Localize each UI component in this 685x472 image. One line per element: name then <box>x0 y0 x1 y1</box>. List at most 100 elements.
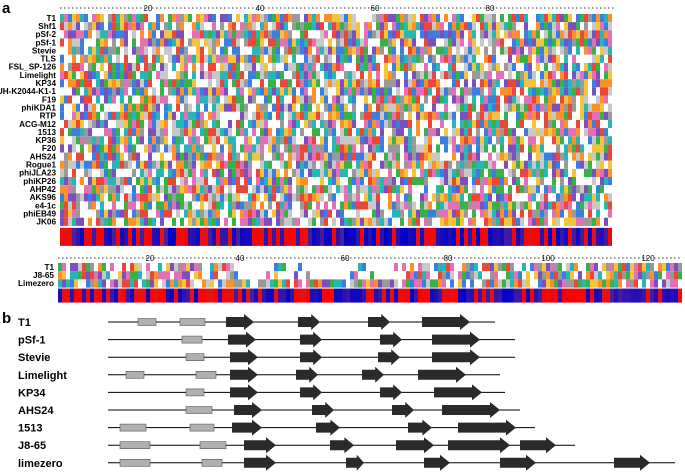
residue-cell <box>340 177 344 186</box>
residue-cell <box>208 193 212 202</box>
residue-cell <box>580 38 584 47</box>
residue-cell <box>472 144 476 153</box>
residue-cell <box>428 136 432 145</box>
residue-cell <box>222 271 226 280</box>
residue-cell <box>580 209 584 218</box>
residue-cell <box>444 144 448 153</box>
conservation-cell <box>126 288 130 303</box>
residue-cell <box>76 193 80 202</box>
residue-cell <box>156 103 160 112</box>
residue-cell <box>608 22 612 31</box>
conservation-cell <box>420 227 424 246</box>
residue-cell <box>520 30 524 39</box>
residue-cell <box>596 128 600 137</box>
residue-cell <box>316 62 320 72</box>
residue-cell <box>216 136 220 145</box>
residue-cell <box>498 279 502 288</box>
residue-cell <box>472 71 476 80</box>
residue-cell <box>352 71 356 80</box>
residue-cell <box>396 14 400 23</box>
residue-cell <box>136 193 140 202</box>
residue-cell <box>372 14 376 23</box>
conservation-cell <box>90 288 94 303</box>
residue-cell <box>528 136 532 145</box>
residue-cell <box>164 185 168 194</box>
sequence-name: Stevie <box>32 46 57 55</box>
conservation-cell <box>278 288 282 303</box>
residue-cell <box>284 201 288 210</box>
residue-cell <box>432 103 436 112</box>
residue-cell <box>248 119 252 129</box>
genome-name: J8-65 <box>18 440 46 452</box>
residue-cell <box>436 71 440 80</box>
residue-cell <box>572 177 576 186</box>
residue-cell <box>600 46 604 55</box>
residue-cell <box>268 177 272 186</box>
residue-cell <box>476 201 480 210</box>
residue-cell <box>480 177 484 186</box>
residue-cell <box>188 144 192 153</box>
residue-cell <box>380 209 384 218</box>
conservation-cell <box>128 227 132 246</box>
residue-cell <box>200 46 204 55</box>
residue-cell <box>354 279 358 288</box>
residue-cell <box>324 79 328 88</box>
residue-cell <box>304 87 308 96</box>
residue-cell <box>502 271 506 280</box>
residue-cell <box>212 201 216 210</box>
residue-cell <box>124 71 128 80</box>
residue-cell <box>506 279 510 288</box>
residue-cell <box>280 201 284 210</box>
residue-cell <box>140 193 144 202</box>
residue-cell <box>124 30 128 39</box>
residue-cell <box>92 22 96 31</box>
gene-arrow <box>362 366 384 383</box>
residue-cell <box>320 79 324 88</box>
residue-cell <box>436 217 440 226</box>
residue-cell <box>176 160 180 169</box>
residue-cell <box>84 185 88 194</box>
residue-cell <box>448 168 452 177</box>
residue-cell <box>588 103 592 112</box>
residue-cell <box>416 168 420 177</box>
residue-cell <box>124 201 128 210</box>
residue-cell <box>212 193 216 202</box>
residue-cell <box>112 119 116 129</box>
residue-cell <box>662 271 666 280</box>
residue-cell <box>276 119 280 129</box>
residue-cell <box>444 119 448 129</box>
residue-cell <box>392 79 396 88</box>
residue-cell <box>160 62 164 72</box>
residue-cell <box>152 209 156 218</box>
residue-cell <box>324 185 328 194</box>
conservation-cell <box>342 288 346 303</box>
conservation-cell <box>394 288 398 303</box>
residue-cell <box>376 103 380 112</box>
residue-cell <box>312 46 316 55</box>
residue-cell <box>358 271 362 280</box>
residue-cell <box>516 160 520 169</box>
residue-cell <box>132 46 136 55</box>
residue-cell <box>180 185 184 194</box>
residue-cell <box>232 201 236 210</box>
residue-cell <box>276 136 280 145</box>
residue-cell <box>338 271 342 280</box>
residue-cell <box>288 54 292 63</box>
residue-cell <box>120 79 124 88</box>
residue-cell <box>596 111 600 120</box>
residue-cell <box>428 168 432 177</box>
conservation-cell <box>588 227 592 246</box>
residue-cell <box>576 193 580 202</box>
residue-cell <box>192 87 196 96</box>
residue-cell <box>144 62 148 72</box>
genome-map-row <box>108 419 535 436</box>
residue-cell <box>120 185 124 194</box>
residue-cell <box>192 62 196 72</box>
residue-cell <box>296 119 300 129</box>
residue-cell <box>100 209 104 218</box>
residue-cell <box>630 271 634 280</box>
residue-cell <box>236 128 240 137</box>
residue-cell <box>400 71 404 80</box>
residue-cell <box>608 111 612 120</box>
conservation-cell <box>502 288 506 303</box>
